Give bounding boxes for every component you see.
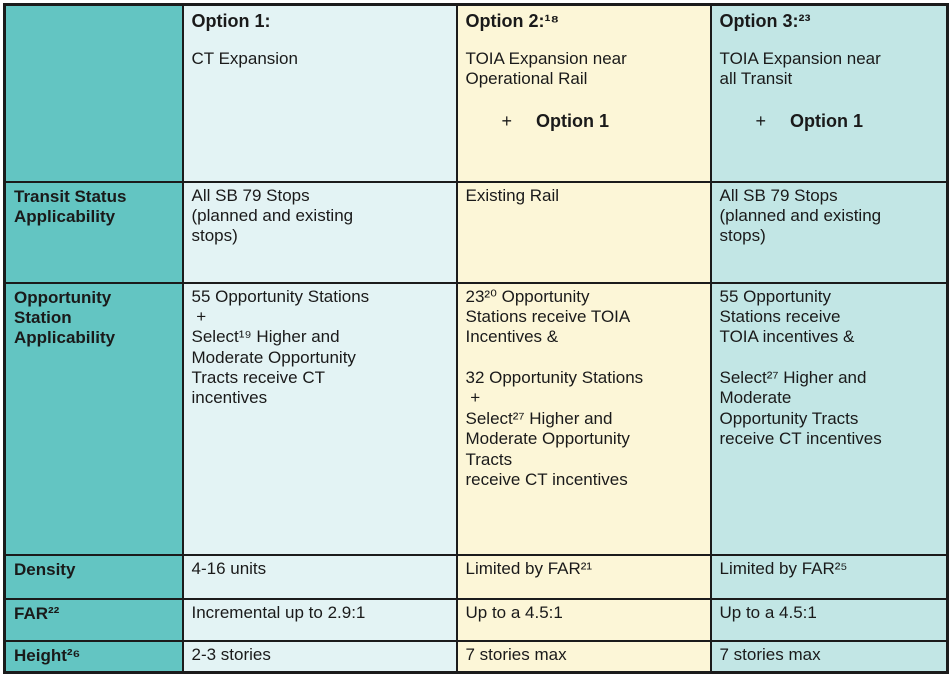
- plus-option-label: Option 1: [536, 111, 610, 132]
- column-header-option-2: Option 2:¹⁸ TOIA Expansion near Operatio…: [455, 3, 712, 183]
- row-label-opportunity-station: Opportunity Station Applicability: [3, 281, 184, 556]
- cell-density-option-1: 4-16 units: [181, 553, 458, 600]
- plus-sign: +: [501, 111, 513, 132]
- cell-far-option-3: Up to a 4.5:1: [709, 597, 949, 642]
- plus-option-label: Option 1: [790, 111, 864, 132]
- table-row-opportunity-station: Opportunity Station Applicability 55 Opp…: [3, 281, 949, 556]
- option-3-plus-option-ref: + Option 1: [720, 111, 939, 133]
- plus-sign: +: [755, 111, 767, 132]
- cell-height-option-2: 7 stories max: [455, 639, 712, 674]
- cell-opportunity-option-3: 55 Opportunity Stations receive TOIA inc…: [709, 281, 949, 556]
- comparison-table: Option 1: CT Expansion Option 2:¹⁸ TOIA …: [3, 3, 949, 674]
- cell-transit-option-1: All SB 79 Stops (planned and existing st…: [181, 180, 458, 284]
- option-2-plus-option-ref: + Option 1: [466, 111, 702, 133]
- table-corner-cell: [3, 3, 184, 183]
- table-row-far: FAR²² Incremental up to 2.9:1 Up to a 4.…: [3, 597, 949, 642]
- cell-height-option-3: 7 stories max: [709, 639, 949, 674]
- option-1-title: Option 1:: [191, 11, 271, 31]
- header-row: Option 1: CT Expansion Option 2:¹⁸ TOIA …: [3, 3, 949, 183]
- row-label-transit-status: Transit Status Applicability: [3, 180, 184, 284]
- cell-transit-option-2: Existing Rail: [455, 180, 712, 284]
- cell-height-option-1: 2-3 stories: [181, 639, 458, 674]
- cell-density-option-2: Limited by FAR²¹: [455, 553, 712, 600]
- cell-far-option-1: Incremental up to 2.9:1: [181, 597, 458, 642]
- option-3-subtitle: TOIA Expansion near all Transit: [719, 48, 881, 88]
- cell-density-option-3: Limited by FAR²⁵: [709, 553, 949, 600]
- option-2-subtitle: TOIA Expansion near Operational Rail: [465, 48, 627, 88]
- cell-opportunity-option-1: 55 Opportunity Stations + Select¹⁹ Highe…: [181, 281, 458, 556]
- option-2-title: Option 2:¹⁸: [465, 11, 560, 31]
- cell-opportunity-option-2: 23²⁰ Opportunity Stations receive TOIA I…: [455, 281, 712, 556]
- table-row-density: Density 4-16 units Limited by FAR²¹ Limi…: [3, 553, 949, 600]
- column-header-option-3: Option 3:²³ TOIA Expansion near all Tran…: [709, 3, 949, 183]
- option-1-subtitle: CT Expansion: [191, 48, 298, 68]
- table-row-height: Height²⁶ 2-3 stories 7 stories max 7 sto…: [3, 639, 949, 674]
- column-header-option-1: Option 1: CT Expansion: [181, 3, 458, 183]
- table-row-transit-status: Transit Status Applicability All SB 79 S…: [3, 180, 949, 284]
- option-3-title: Option 3:²³: [719, 11, 811, 31]
- cell-far-option-2: Up to a 4.5:1: [455, 597, 712, 642]
- row-label-far: FAR²²: [3, 597, 184, 642]
- cell-transit-option-3: All SB 79 Stops (planned and existing st…: [709, 180, 949, 284]
- row-label-density: Density: [3, 553, 184, 600]
- row-label-height: Height²⁶: [3, 639, 184, 674]
